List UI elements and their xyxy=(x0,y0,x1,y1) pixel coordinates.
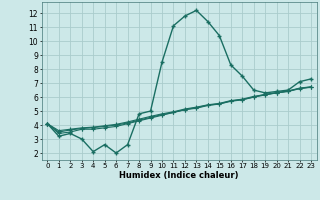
X-axis label: Humidex (Indice chaleur): Humidex (Indice chaleur) xyxy=(119,171,239,180)
